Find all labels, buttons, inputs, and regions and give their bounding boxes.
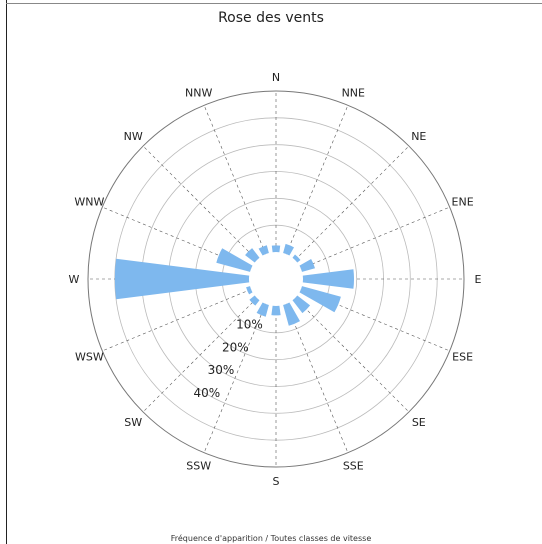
bar-sw xyxy=(249,295,260,306)
bar-wnw xyxy=(216,248,253,272)
direction-label-nw: NW xyxy=(124,130,143,143)
bar-e xyxy=(302,269,355,289)
direction-label-ne: NE xyxy=(411,130,426,143)
spoke-se xyxy=(294,297,410,413)
direction-label-ssw: SSW xyxy=(186,460,211,473)
direction-label-n: N xyxy=(272,71,280,84)
grid-circle-60 xyxy=(87,90,465,468)
direction-label-s: S xyxy=(273,475,280,488)
direction-label-sse: SSE xyxy=(343,460,364,473)
direction-label-ese: ESE xyxy=(452,350,473,363)
direction-label-nne: NNE xyxy=(342,86,365,99)
direction-label-wnw: WNW xyxy=(74,196,104,209)
bar-layer xyxy=(114,243,355,326)
bar-nnw xyxy=(258,245,269,256)
direction-label-e: E xyxy=(475,273,482,286)
bar-w xyxy=(114,258,250,300)
spoke-wsw xyxy=(102,289,252,352)
direction-label-se: SE xyxy=(412,416,426,429)
spoke-sw xyxy=(142,297,258,413)
bar-n xyxy=(271,245,281,253)
direction-label-sw: SW xyxy=(124,416,142,429)
bar-wsw xyxy=(246,286,253,295)
bar-se xyxy=(292,295,311,314)
chart-title: Rose des vents xyxy=(218,10,324,26)
spoke-sse xyxy=(286,303,349,453)
spoke-ene xyxy=(300,206,450,269)
bar-sse xyxy=(283,302,300,326)
bar-ese xyxy=(299,286,341,313)
spoke-nw xyxy=(142,145,258,261)
label-layer: N NNE NE ENE E ESE SE SSE S SSW SW WSW W WNW NW NNW 10% 2… xyxy=(69,71,482,488)
direction-label-nnw: NNW xyxy=(185,86,212,99)
bar-s xyxy=(271,305,281,316)
bar-ne xyxy=(292,254,301,263)
direction-label-w: W xyxy=(69,273,80,286)
frame-border xyxy=(6,0,7,544)
radial-tick-label-20: 20% xyxy=(222,340,249,354)
bar-ssw xyxy=(256,302,269,317)
bar-ene xyxy=(299,259,315,272)
radial-tick-label-10: 10% xyxy=(236,318,263,332)
spoke-ne xyxy=(294,145,410,261)
spoke-nnw xyxy=(203,105,266,255)
bar-nw xyxy=(245,248,260,263)
frame-border-top xyxy=(6,3,542,4)
chart-footer: Fréquence d'apparition / Toutes classes … xyxy=(170,534,372,543)
spoke-ssw xyxy=(203,303,266,453)
spoke-nne xyxy=(286,105,349,255)
bar-nne xyxy=(283,243,294,256)
direction-label-ene: ENE xyxy=(452,196,474,209)
radial-tick-label-30: 30% xyxy=(208,363,235,377)
direction-label-wsw: WSW xyxy=(75,350,104,363)
radial-tick-label-40: 40% xyxy=(193,386,220,400)
